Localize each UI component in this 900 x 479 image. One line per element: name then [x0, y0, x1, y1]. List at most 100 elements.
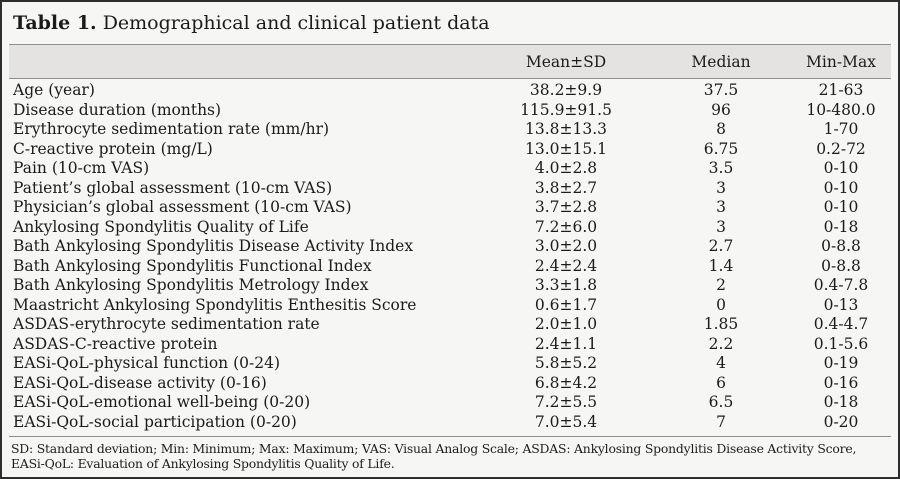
min-max-value: 0.4-7.8 — [813, 276, 869, 294]
mean-sd-value: 13.8±13.3 — [524, 120, 607, 138]
median-value: 3 — [716, 198, 726, 216]
table-number: Table 1. — [13, 12, 97, 34]
table-row: Patient’s global assessment (10-cm VAS) … — [9, 179, 891, 199]
table-caption: Demographical and clinical patient data — [102, 12, 490, 34]
mean-sd-value: 0.6±1.7 — [534, 295, 598, 314]
row-label: Age (year) — [13, 81, 95, 99]
median-value: 0 — [716, 295, 726, 314]
mean-sd-value: 7.2±6.0 — [534, 217, 598, 236]
table-row: EASi-QoL-disease activity (0-16) 6.8±4.2… — [9, 374, 891, 394]
row-label: Erythrocyte sedimentation rate (mm/hr) — [13, 120, 330, 138]
min-max-value: 10-480.0 — [806, 100, 876, 119]
median-value: 2 — [716, 276, 726, 294]
min-max-value: 0-20 — [823, 412, 859, 431]
min-max-value: 0.1-5.6 — [813, 334, 869, 353]
median-value: 8 — [716, 120, 726, 138]
median-value: 1.4 — [708, 256, 734, 275]
min-max-value: 0-8.8 — [821, 256, 861, 275]
row-label: Pain (10-cm VAS) — [13, 159, 150, 177]
mean-sd-value: 6.8±4.2 — [534, 373, 598, 392]
row-label: Bath Ankylosing Spondylitis Disease Acti… — [13, 237, 414, 255]
row-label: Physician’s global assessment (10-cm VAS… — [13, 198, 352, 216]
min-max-value: 0-19 — [823, 354, 859, 372]
column-header-median: Median — [691, 52, 751, 71]
min-max-value: 0-8.8 — [821, 237, 861, 255]
table-row: Maastricht Ankylosing Spondylitis Enthes… — [9, 296, 891, 316]
table-row: ASDAS-erythrocyte sedimentation rate 2.0… — [9, 315, 891, 335]
table-row: Pain (10-cm VAS) 4.0±2.8 3.5 0-10 — [9, 159, 891, 179]
column-header-min-max: Min-Max — [806, 52, 876, 71]
table-header-row: Mean±SD Median Min-Max — [9, 44, 891, 79]
table-row: Erythrocyte sedimentation rate (mm/hr) 1… — [9, 120, 891, 140]
median-value: 96 — [711, 100, 731, 119]
median-value: 4 — [716, 354, 726, 372]
row-label: C-reactive protein (mg/L) — [13, 139, 213, 158]
table-row: ASDAS-C-reactive protein 2.4±1.1 2.2 0.1… — [9, 335, 891, 355]
row-label: Bath Ankylosing Spondylitis Metrology In… — [13, 276, 369, 294]
table-title: Table 1. Demographical and clinical patie… — [13, 11, 888, 35]
mean-sd-value: 2.0±1.0 — [534, 315, 598, 333]
table-row: EASi-QoL-emotional well-being (0-20) 7.2… — [9, 393, 891, 413]
mean-sd-value: 2.4±2.4 — [534, 256, 598, 275]
mean-sd-value: 3.7±2.8 — [534, 198, 598, 216]
row-label: Patient’s global assessment (10-cm VAS) — [13, 178, 333, 197]
table-row: Physician’s global assessment (10-cm VAS… — [9, 198, 891, 218]
table-row: Disease duration (months) 115.9±91.5 96 … — [9, 101, 891, 121]
mean-sd-value: 5.8±5.2 — [534, 354, 598, 372]
mean-sd-value: 7.2±5.5 — [534, 393, 598, 411]
mean-sd-value: 4.0±2.8 — [534, 159, 598, 177]
median-value: 2.7 — [708, 237, 734, 255]
mean-sd-value: 2.4±1.1 — [534, 334, 598, 353]
footnote-line-2: EASi-QoL: Evaluation of Ankylosing Spond… — [11, 456, 395, 471]
table-footnote: SD: Standard deviation; Min: Minimum; Ma… — [9, 436, 891, 471]
row-label: EASi-QoL-physical function (0-24) — [13, 354, 280, 372]
mean-sd-value: 38.2±9.9 — [529, 81, 603, 99]
table-row: C-reactive protein (mg/L) 13.0±15.1 6.75… — [9, 140, 891, 160]
median-value: 1.85 — [703, 315, 739, 333]
min-max-value: 0.2-72 — [816, 139, 866, 158]
row-label: ASDAS-erythrocyte sedimentation rate — [13, 315, 320, 333]
table-row: Age (year) 38.2±9.9 37.5 21-63 — [9, 81, 891, 101]
median-value: 6.5 — [708, 393, 734, 411]
table-row: EASi-QoL-physical function (0-24) 5.8±5.… — [9, 354, 891, 374]
median-value: 6 — [716, 373, 726, 392]
min-max-value: 0-13 — [823, 295, 859, 314]
row-label: Disease duration (months) — [13, 100, 222, 119]
row-label: EASi-QoL-emotional well-being (0-20) — [13, 393, 311, 411]
table-row: Bath Ankylosing Spondylitis Functional I… — [9, 257, 891, 277]
row-label: Maastricht Ankylosing Spondylitis Enthes… — [13, 295, 417, 314]
median-value: 37.5 — [703, 81, 739, 99]
median-value: 2.2 — [708, 334, 734, 353]
min-max-value: 1-70 — [823, 120, 859, 138]
mean-sd-value: 3.3±1.8 — [534, 276, 598, 294]
min-max-value: 0-18 — [823, 217, 859, 236]
mean-sd-value: 115.9±91.5 — [520, 100, 612, 119]
mean-sd-value: 3.8±2.7 — [534, 178, 598, 197]
mean-sd-value: 13.0±15.1 — [524, 139, 607, 158]
row-label: ASDAS-C-reactive protein — [13, 334, 218, 353]
median-value: 7 — [716, 412, 726, 431]
row-label: EASi-QoL-disease activity (0-16) — [13, 373, 267, 392]
row-label: Bath Ankylosing Spondylitis Functional I… — [13, 256, 372, 275]
column-header-mean-sd: Mean±SD — [525, 52, 607, 71]
min-max-value: 0-16 — [823, 373, 859, 392]
min-max-value: 0.4-4.7 — [813, 315, 869, 333]
median-value: 6.75 — [703, 139, 739, 158]
min-max-value: 0-18 — [823, 393, 859, 411]
min-max-value: 0-10 — [823, 178, 859, 197]
median-value: 3 — [716, 217, 726, 236]
median-value: 3 — [716, 178, 726, 197]
footnote-line-1: SD: Standard deviation; Min: Minimum; Ma… — [11, 441, 857, 456]
mean-sd-value: 7.0±5.4 — [534, 412, 598, 431]
row-label: EASi-QoL-social participation (0-20) — [13, 412, 297, 431]
mean-sd-value: 3.0±2.0 — [534, 237, 598, 255]
min-max-value: 0-10 — [823, 159, 859, 177]
table-row: EASi-QoL-social participation (0-20) 7.0… — [9, 413, 891, 433]
min-max-value: 21-63 — [818, 81, 864, 99]
table-body: Age (year) 38.2±9.9 37.5 21-63 Disease d… — [9, 81, 891, 432]
row-label: Ankylosing Spondylitis Quality of Life — [13, 217, 309, 236]
table-row: Bath Ankylosing Spondylitis Disease Acti… — [9, 237, 891, 257]
median-value: 3.5 — [708, 159, 734, 177]
table-row: Ankylosing Spondylitis Quality of Life 7… — [9, 218, 891, 238]
